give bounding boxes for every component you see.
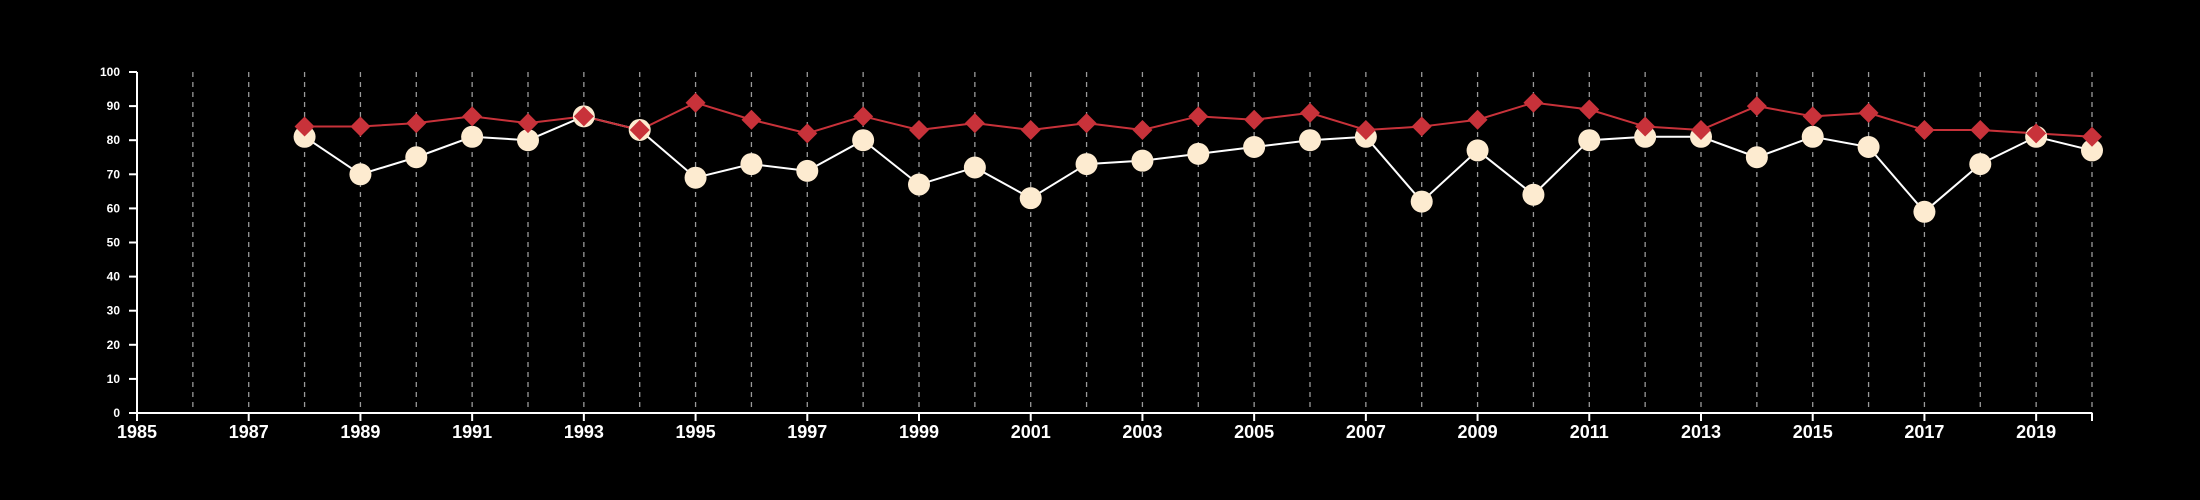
series-1-point-2004	[1188, 106, 1209, 127]
series-0-point-1990	[405, 146, 428, 169]
series-1-point-2015	[1802, 106, 1823, 127]
series-1-point-2005	[1244, 109, 1265, 130]
series-1-point-2012	[1635, 116, 1656, 137]
series-0-point-1997	[796, 159, 819, 182]
series-0-point-2008	[1410, 190, 1433, 213]
series-1-point-1995	[685, 92, 706, 113]
series-0-point-2016	[1857, 136, 1880, 159]
y-tick-label-70: 70	[107, 167, 121, 181]
y-tick-label-40: 40	[107, 270, 121, 284]
series-markers	[293, 92, 2103, 223]
series-0-point-2004	[1187, 142, 1210, 165]
series-1-point-2017	[1914, 119, 1935, 140]
x-tick-label-2005: 2005	[1234, 422, 1274, 442]
x-tick-label-2011: 2011	[1570, 422, 1609, 442]
series-1-point-1999	[909, 119, 929, 140]
series-0-point-1998	[852, 129, 875, 152]
series-0-point-2018	[1969, 153, 1992, 176]
series-1-point-2008	[1411, 116, 1432, 137]
series-1-point-1996	[741, 109, 762, 130]
y-tick-label-20: 20	[107, 338, 121, 352]
x-tick-label-2007: 2007	[1346, 422, 1386, 442]
series-0-point-2001	[1019, 187, 1042, 210]
series-1-point-2009	[1467, 109, 1488, 130]
x-tick-label-1989: 1989	[340, 422, 380, 442]
series-0-point-2012	[1634, 125, 1657, 148]
y-tick-label-90: 90	[107, 99, 121, 113]
series-1-point-2011	[1579, 99, 1600, 120]
series-0-point-2020	[2081, 139, 2103, 162]
x-tick-label-1993: 1993	[564, 422, 604, 442]
series-1-point-1988	[294, 116, 315, 137]
x-tick-label-1999: 1999	[899, 422, 939, 442]
series-1-point-2019	[2026, 123, 2047, 144]
y-tick-label-10: 10	[107, 372, 121, 386]
series-0-point-1988	[293, 125, 316, 148]
x-tick-label-2009: 2009	[1458, 422, 1498, 442]
vertical-gridlines	[192, 72, 2093, 413]
series-0-point-1992	[517, 129, 539, 152]
series-1-point-2014	[1746, 96, 1767, 117]
series-0-point-1999	[908, 173, 930, 196]
series-1-point-1994	[629, 119, 650, 140]
series-0-point-2014	[1745, 146, 1768, 169]
y-tick-label-50: 50	[107, 236, 121, 250]
series-0-point-2005	[1243, 136, 1266, 159]
x-tick-label-1987: 1987	[229, 422, 269, 442]
series-1-point-2007	[1355, 119, 1376, 140]
series-1-point-2002	[1076, 113, 1097, 134]
axes: 0 10 20 30 40 50 60 70 80 90 100 1985 1987 1989 1991 19…	[100, 65, 2093, 442]
series-1-point-2003	[1132, 119, 1153, 140]
series-0-point-2003	[1131, 149, 1154, 172]
series-1-point-1989	[350, 116, 371, 137]
y-tick-label-100: 100	[100, 65, 120, 79]
series-1-point-2020	[2082, 126, 2102, 147]
x-tick-label-2019: 2019	[2016, 422, 2056, 442]
series-0-point-2011	[1578, 129, 1601, 152]
x-tick-label-2003: 2003	[1122, 422, 1162, 442]
x-tick-label-2001: 2001	[1011, 422, 1051, 442]
series-1-point-1991	[462, 106, 483, 127]
x-tick-label-2013: 2013	[1681, 422, 1721, 442]
series-0-point-1989	[349, 163, 372, 186]
series-1-point-1990	[406, 113, 427, 134]
y-tick-label-80: 80	[107, 133, 121, 147]
series-1-point-2001	[1020, 119, 1041, 140]
series-0-point-2015	[1801, 125, 1824, 148]
series-1-point-1998	[853, 106, 874, 127]
x-tick-label-1985: 1985	[117, 422, 157, 442]
series-0-point-1996	[740, 153, 763, 176]
series-0-point-2009	[1466, 139, 1489, 162]
series-1-point-2013	[1691, 119, 1711, 140]
y-tick-label-30: 30	[107, 304, 121, 318]
series-1-point-2018	[1970, 119, 1991, 140]
y-tick-label-0: 0	[113, 406, 120, 420]
series-1-point-1997	[797, 123, 818, 144]
series-1-point-2010	[1523, 92, 1544, 113]
series-0-point-1995	[684, 166, 707, 189]
series-1-point-1993	[573, 106, 594, 127]
series-1-point-2000	[964, 113, 985, 134]
series-1-point-2016	[1858, 102, 1879, 123]
series-0-point-2000	[963, 156, 986, 179]
series-1-point-1992	[518, 113, 538, 134]
y-tick-label-60: 60	[107, 201, 121, 215]
x-tick-label-2017: 2017	[1904, 422, 1944, 442]
series-0-point-2006	[1299, 129, 1321, 152]
series-0-point-2002	[1075, 153, 1098, 176]
x-tick-label-2015: 2015	[1793, 422, 1833, 442]
x-tick-label-1991: 1991	[452, 422, 492, 442]
series-0-point-2010	[1522, 183, 1545, 206]
x-tick-label-1995: 1995	[676, 422, 716, 442]
series-0-point-1991	[461, 125, 484, 148]
series-1-point-2006	[1300, 102, 1320, 123]
x-tick-label-1997: 1997	[787, 422, 827, 442]
series-0-point-2017	[1913, 200, 1936, 223]
